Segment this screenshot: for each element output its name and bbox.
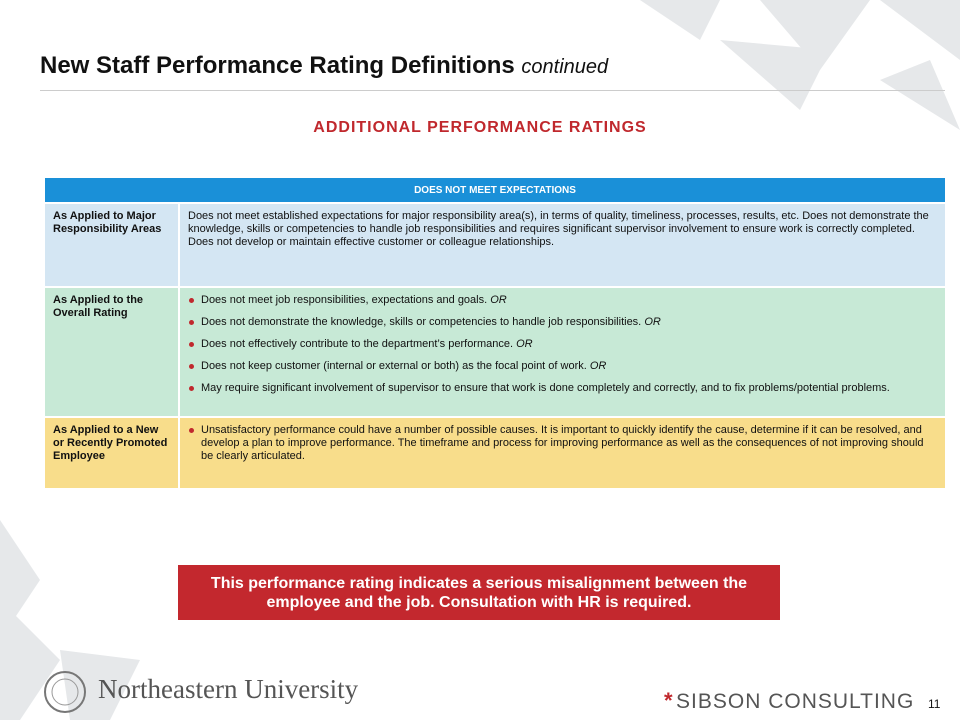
title-text: New Staff Performance Rating Definitions	[40, 52, 515, 79]
title: New Staff Performance Rating Definitions…	[40, 52, 608, 80]
svg-text:*: *	[664, 688, 673, 713]
bullet-text: Unsatisfactory performance could have a …	[201, 424, 924, 462]
bullet: Unsatisfactory performance could have a …	[188, 424, 937, 463]
row-label: As Applied to Major Responsibility Areas	[45, 203, 180, 288]
callout-text: This performance rating indicates a seri…	[210, 574, 748, 611]
table-row: As Applied to Major Responsibility Areas…	[45, 203, 945, 288]
subtitle: ADDITIONAL PERFORMANCE RATINGS	[313, 119, 647, 136]
table-row: As Applied to the Overall Rating Does no…	[45, 287, 945, 418]
consultant-logo: SIBSON CONSULTING	[676, 690, 915, 713]
bullet-text: May require significant involvement of s…	[201, 382, 890, 394]
bullet-text: Does not meet job responsibilities, expe…	[201, 294, 488, 306]
bullet-connector: OR	[589, 360, 607, 372]
bullet: Does not demonstrate the knowledge, skil…	[188, 316, 937, 329]
bullet-list: Unsatisfactory performance could have a …	[188, 424, 937, 463]
callout: This performance rating indicates a seri…	[178, 565, 780, 620]
row-label: As Applied to the Overall Rating	[45, 287, 180, 418]
bullet-connector: OR	[490, 294, 507, 306]
title-suffix: continued	[521, 56, 609, 78]
bullet-text: Does not keep customer (internal or exte…	[201, 360, 587, 372]
page-number: 11	[928, 697, 941, 711]
bullet-connector: OR	[516, 338, 533, 350]
bullet-connector: OR	[644, 316, 661, 328]
university-logo: Northeastern University	[98, 674, 359, 704]
row-label: As Applied to a New or Recently Promoted…	[45, 417, 180, 490]
table-row: As Applied to a New or Recently Promoted…	[45, 417, 945, 490]
bullet: Does not keep customer (internal or exte…	[188, 360, 937, 373]
ratings-table: DOES NOT MEET EXPECTATIONS As Applied to…	[45, 178, 945, 490]
bullet-text: Does not demonstrate the knowledge, skil…	[201, 316, 642, 328]
row-text: Does not meet established expectations f…	[179, 203, 945, 288]
bullet: Does not effectively contribute to the d…	[188, 338, 937, 351]
bullet: May require significant involvement of s…	[188, 382, 937, 395]
table-header: DOES NOT MEET EXPECTATIONS	[45, 178, 945, 204]
bullet: Does not meet job responsibilities, expe…	[188, 294, 937, 307]
bullet-text: Does not effectively contribute to the d…	[201, 338, 514, 350]
bullet-list: Does not meet job responsibilities, expe…	[188, 294, 937, 395]
title-rule	[40, 90, 945, 91]
